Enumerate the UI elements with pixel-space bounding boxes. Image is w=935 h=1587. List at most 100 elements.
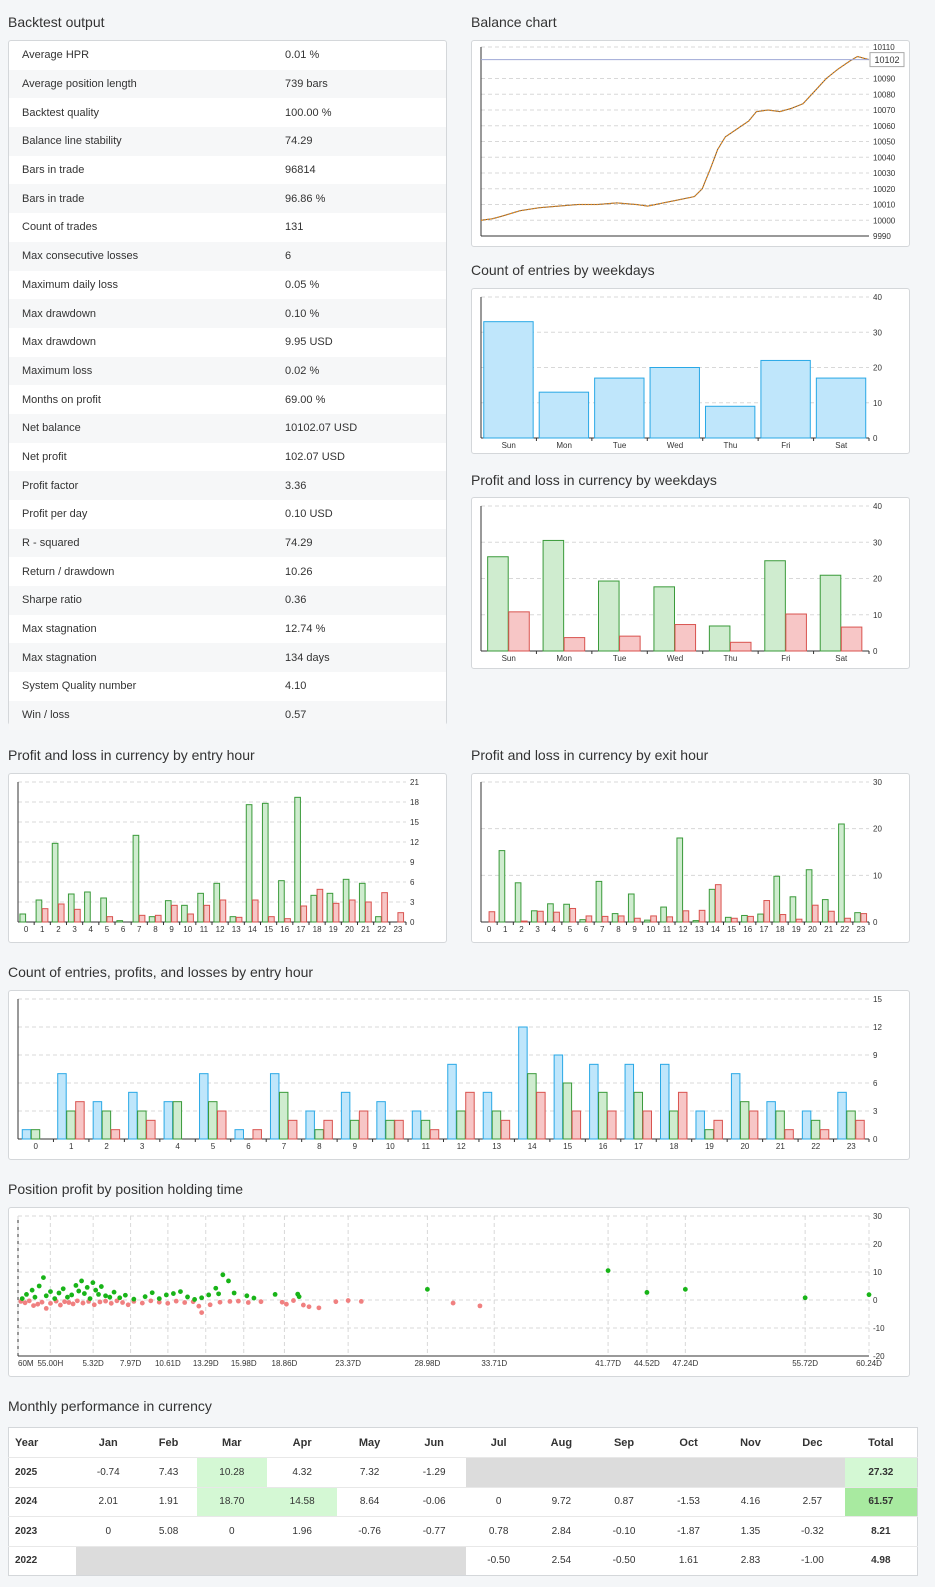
x-tick-label: 18 — [670, 1142, 679, 1151]
profit-point — [107, 1294, 113, 1300]
y-tick-label: 10110 — [873, 43, 895, 52]
x-tick-label: 12 — [679, 925, 688, 934]
bar — [819, 574, 842, 652]
month-cell: 0 — [196, 1516, 267, 1546]
x-tick-label: Sat — [835, 654, 848, 663]
stat-row: Average HPR 0.01 % — [9, 41, 446, 70]
bar — [542, 539, 565, 652]
stat-value: 0.57 — [285, 709, 307, 722]
bar — [764, 560, 786, 652]
x-tick-label: 6 — [584, 925, 589, 934]
x-tick-label: 0 — [34, 1142, 39, 1151]
bar — [562, 1082, 573, 1140]
y-tick-label: 0 — [410, 918, 415, 927]
month-cell — [76, 1545, 141, 1576]
bar — [730, 1073, 741, 1140]
y-tick-label: 20 — [873, 364, 882, 373]
y-tick-label: 40 — [873, 502, 882, 511]
profit-point — [56, 1290, 62, 1296]
weekday-count-panel: 0 10 20 30 40 Sun Mon Tue Wed Thu Fri Sat — [471, 288, 910, 454]
profit-point — [185, 1294, 190, 1300]
bar — [340, 1091, 351, 1140]
y-tick-label: 6 — [410, 878, 415, 887]
bar — [748, 1110, 759, 1140]
y-tick-label: 10020 — [873, 185, 896, 194]
x-tick-label: 19 — [705, 1142, 714, 1151]
profit-point — [98, 1284, 104, 1289]
loss-point — [450, 1300, 456, 1306]
profit-point — [149, 1290, 155, 1296]
bar — [75, 1101, 85, 1140]
x-tick-label: 7 — [137, 925, 142, 934]
month-cell: -0.77 — [401, 1516, 467, 1546]
stat-value: 6 — [285, 250, 292, 263]
stat-row: Max stagnation 134 days — [9, 643, 446, 673]
profit-point — [131, 1296, 137, 1302]
x-tick-label: 8 — [153, 925, 158, 934]
balance-line — [480, 55, 870, 221]
column-header: Sep — [613, 1436, 635, 1449]
bar — [682, 910, 690, 923]
bar — [668, 1110, 679, 1140]
bar — [213, 882, 221, 923]
year-cell: 2023 — [8, 1516, 76, 1546]
bar — [619, 635, 641, 652]
x-tick-label: 21 — [824, 925, 833, 934]
bar — [483, 321, 534, 439]
loss-point — [114, 1298, 120, 1304]
stat-row: Net profit 102.07 USD — [9, 443, 446, 472]
month-cell — [656, 1457, 721, 1487]
bar — [779, 914, 787, 923]
x-tick-label: 5.32D — [82, 1359, 104, 1368]
stat-value: 10102.07 USD — [285, 422, 358, 435]
bar — [571, 1110, 582, 1140]
bar — [172, 1101, 183, 1140]
profit-point — [103, 1293, 108, 1299]
y-tick-label: 15 — [410, 818, 419, 827]
loss-point — [358, 1299, 364, 1304]
loss-point — [306, 1304, 312, 1310]
stat-label: Bars in trade — [22, 192, 85, 205]
bar — [208, 1101, 218, 1140]
bar — [666, 916, 674, 923]
x-tick-label: 8 — [616, 925, 621, 934]
bar — [674, 624, 697, 652]
profit-point — [213, 1285, 219, 1291]
bar — [197, 892, 204, 923]
x-tick-label: 19 — [792, 925, 801, 934]
profit-point — [96, 1292, 101, 1297]
x-tick-label: 6 — [246, 1142, 251, 1151]
profit-point — [866, 1292, 872, 1298]
bar — [316, 888, 324, 923]
bar — [553, 1054, 564, 1140]
bar — [164, 900, 172, 923]
y-tick-label: 10 — [873, 399, 882, 408]
bar — [708, 888, 716, 923]
bar — [763, 900, 771, 923]
month-cell — [196, 1545, 267, 1576]
exit-hour-pl-panel: 0 10 20 30 0 1 2 3 4 5 6 7 8 9 10 11 12 13 14 15 16 17 18 19 20 2… — [471, 773, 910, 943]
month-cell: 0.87 — [591, 1486, 657, 1517]
x-tick-label: 11 — [663, 925, 672, 934]
column-header: Year — [15, 1436, 39, 1449]
x-tick-label: 16 — [599, 1142, 608, 1151]
table-row: 2024 2.01 1.91 18.70 14.58 8.64 -0.06 0 9.72 0.87… — [8, 1486, 918, 1517]
stat-label: Count of trades — [22, 221, 98, 234]
profit-point — [231, 1290, 237, 1296]
stat-label: Average position length — [22, 78, 137, 91]
total-cell: 4.98 — [844, 1545, 918, 1576]
bar — [514, 882, 522, 923]
x-tick-label: 13.29D — [193, 1359, 219, 1368]
column-header: Total — [868, 1436, 894, 1449]
bar — [801, 1110, 812, 1140]
bar — [342, 878, 350, 923]
month-cell: 2.84 — [530, 1516, 592, 1546]
bar — [358, 882, 366, 923]
profit-point — [199, 1295, 205, 1301]
y-tick-label: 10050 — [873, 138, 896, 147]
profit-point — [90, 1280, 96, 1286]
profit-point — [178, 1289, 183, 1294]
month-cell: -0.50 — [591, 1545, 657, 1576]
stat-row: Maximum loss 0.02 % — [9, 356, 446, 386]
bar — [837, 1091, 847, 1140]
